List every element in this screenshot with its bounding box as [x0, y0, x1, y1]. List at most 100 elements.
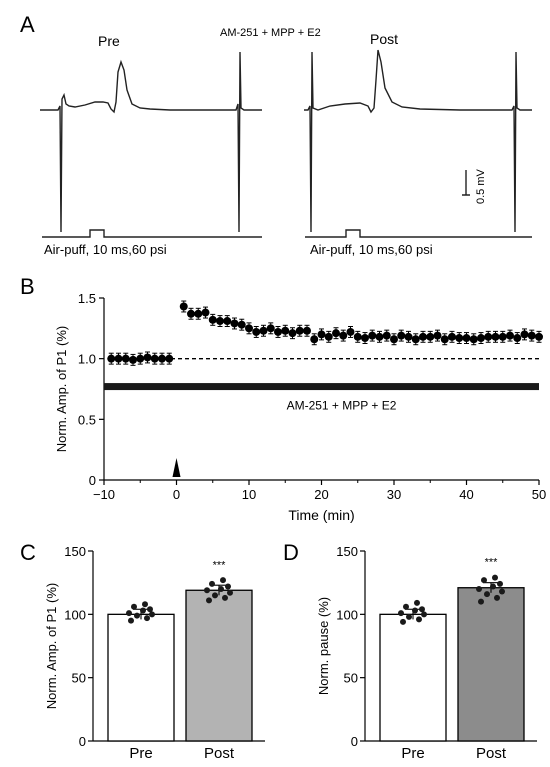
- drug-bar-label: AM-251 + MPP + E2: [287, 399, 397, 413]
- x-tick-label: Post: [476, 745, 507, 762]
- panel-d-letter: D: [283, 540, 299, 565]
- panel-b-letter: B: [20, 274, 35, 299]
- data-point: [361, 334, 369, 343]
- y-tick-label: 1.0: [78, 352, 96, 367]
- y-tick-label: 0: [351, 734, 358, 749]
- data-point: [223, 317, 232, 326]
- data-point: [484, 332, 493, 341]
- data-point: [245, 324, 253, 333]
- data-point: [216, 317, 224, 326]
- chart-d: 0 50 100 150 Norm. pause (%) Pre Post ***: [316, 544, 537, 762]
- x-tick-label: 0: [173, 487, 180, 502]
- individual-point: [490, 583, 496, 590]
- data-point: [346, 327, 355, 336]
- pre-stimulus-trace: [42, 229, 262, 238]
- data-point: [129, 355, 137, 364]
- data-point: [324, 332, 333, 341]
- data-point: [252, 327, 261, 336]
- y-tick-label: 50: [344, 671, 358, 686]
- data-point: [440, 335, 449, 344]
- data-point: [433, 331, 442, 340]
- data-point: [201, 308, 210, 317]
- y-tick-label: 50: [72, 671, 86, 686]
- data-point: [179, 302, 188, 311]
- data-point: [288, 329, 297, 338]
- individual-point: [144, 615, 150, 622]
- bar: [107, 613, 175, 742]
- chart-c: 0 50 100 150 Norm. Amp. of P1 (%) Pre Post ***: [44, 544, 265, 762]
- individual-point: [128, 617, 134, 624]
- bar: [379, 613, 447, 742]
- individual-point: [147, 606, 153, 613]
- data-point: [513, 334, 522, 343]
- data-point: [150, 354, 159, 363]
- data-point: [375, 332, 384, 341]
- data-point: [187, 309, 195, 318]
- data-point: [353, 332, 362, 341]
- data-point: [390, 335, 398, 344]
- x-tick-label: Pre: [129, 745, 152, 762]
- data-point: [411, 335, 420, 344]
- data-point: [506, 331, 514, 340]
- individual-point: [140, 607, 146, 614]
- pre-stimulus-label: Air-puff, 10 ms,60 psi: [44, 242, 167, 257]
- bar: [185, 589, 253, 742]
- y-axis-label: Norm. pause (%): [316, 597, 331, 695]
- data-point: [426, 332, 435, 341]
- scale-bar: [462, 170, 470, 196]
- data-point: [527, 331, 536, 340]
- individual-point: [220, 577, 226, 584]
- data-point: [462, 334, 471, 343]
- data-point: [469, 335, 478, 344]
- individual-point: [476, 586, 482, 592]
- data-point: [477, 334, 485, 343]
- individual-point: [484, 591, 490, 598]
- x-tick-label: Pre: [401, 745, 424, 762]
- individual-point: [131, 603, 137, 610]
- data-point: [143, 353, 152, 362]
- y-axis-label: Norm. Amp. of P1 (%): [44, 583, 59, 709]
- data-point: [237, 320, 246, 329]
- individual-point: [403, 603, 409, 610]
- individual-point: [412, 607, 418, 614]
- individual-point: [398, 610, 404, 617]
- panel-a-condition-label: AM-251 + MPP + E2: [220, 27, 321, 39]
- data-point: [368, 331, 377, 340]
- data-point: [404, 332, 413, 341]
- data-point: [419, 332, 427, 341]
- data-point: [491, 332, 500, 341]
- panel-a-pre-label: Pre: [98, 33, 120, 49]
- y-tick-label: 0: [89, 473, 96, 488]
- individual-point: [134, 612, 140, 619]
- individual-point: [204, 587, 210, 594]
- x-tick-label: 30: [387, 487, 401, 502]
- data-point: [295, 326, 304, 335]
- y-tick-label: 100: [336, 607, 358, 622]
- individual-point: [225, 583, 231, 590]
- data-point: [332, 329, 340, 338]
- scale-bar-label: 0.5 mV: [475, 168, 487, 204]
- data-point: [520, 330, 529, 339]
- data-point: [266, 324, 275, 333]
- x-axis-label: Time (min): [288, 507, 354, 523]
- individual-point: [222, 594, 228, 601]
- data-point: [382, 331, 391, 340]
- individual-point: [206, 597, 212, 604]
- data-point: [281, 326, 290, 335]
- significance-marker: ***: [213, 559, 227, 571]
- data-point: [303, 326, 311, 335]
- individual-point: [149, 611, 155, 618]
- x-tick-label: 10: [242, 487, 256, 502]
- y-tick-label: 0: [79, 734, 86, 749]
- individual-point: [406, 613, 412, 620]
- panel-a-letter: A: [20, 12, 35, 37]
- stimulus-arrow-marker: [172, 458, 181, 477]
- individual-point: [126, 610, 132, 617]
- individual-point: [499, 588, 505, 595]
- data-point: [339, 331, 348, 340]
- drug-application-bar: [104, 383, 539, 391]
- individual-point: [421, 611, 427, 618]
- individual-point: [400, 618, 406, 625]
